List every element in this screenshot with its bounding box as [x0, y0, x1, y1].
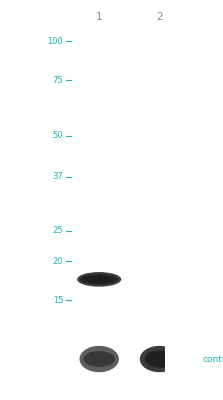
Text: control: control — [202, 354, 223, 364]
Ellipse shape — [145, 350, 174, 368]
Ellipse shape — [79, 346, 119, 372]
Text: 1: 1 — [96, 12, 103, 22]
Ellipse shape — [83, 351, 115, 367]
Bar — [127, 28, 132, 320]
Ellipse shape — [140, 346, 179, 372]
Ellipse shape — [81, 274, 118, 284]
Text: 75: 75 — [53, 76, 63, 85]
Ellipse shape — [77, 272, 121, 287]
Ellipse shape — [85, 276, 114, 283]
Text: 20: 20 — [53, 256, 63, 266]
Text: 37: 37 — [52, 172, 63, 182]
Text: 25: 25 — [53, 226, 63, 235]
Text: 2: 2 — [156, 12, 163, 22]
Text: 15: 15 — [53, 296, 63, 305]
Text: 100: 100 — [47, 36, 63, 46]
Text: 50: 50 — [53, 131, 63, 140]
Bar — [127, 336, 132, 384]
